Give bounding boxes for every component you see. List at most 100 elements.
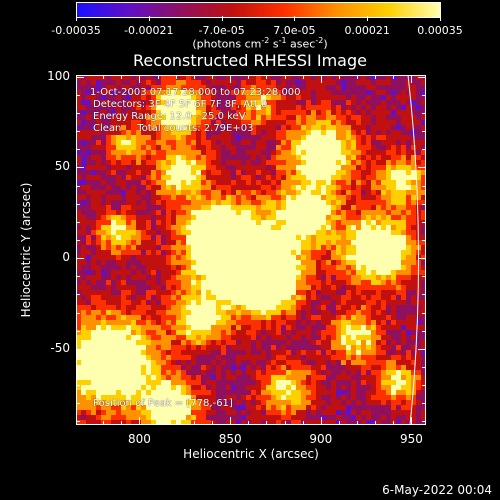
heatmap-cell: [126, 285, 132, 291]
heatmap-cell: [231, 390, 237, 396]
heatmap-cell: [196, 350, 202, 356]
heatmap-cell: [266, 155, 272, 161]
heatmap-cell: [411, 400, 417, 406]
heatmap-cell: [241, 145, 247, 151]
heatmap-cell: [126, 155, 132, 161]
heatmap-cell: [351, 360, 357, 366]
heatmap-cell: [131, 170, 137, 176]
heatmap-cell: [271, 95, 277, 101]
heatmap-cell: [311, 120, 317, 126]
heatmap-cell: [156, 90, 162, 96]
heatmap-cell: [221, 385, 227, 391]
heatmap-cell: [271, 180, 277, 186]
heatmap-cell: [306, 245, 312, 251]
heatmap-cell: [176, 315, 182, 321]
heatmap-cell: [276, 345, 282, 351]
heatmap-cell: [211, 290, 217, 296]
heatmap-cell: [276, 310, 282, 316]
heatmap-cell: [371, 130, 377, 136]
heatmap-cell: [86, 350, 92, 356]
heatmap-cell: [421, 215, 426, 221]
heatmap-cell: [416, 355, 422, 361]
heatmap-cell: [331, 330, 337, 336]
heatmap-cell: [411, 375, 417, 381]
heatmap-cell: [266, 400, 272, 406]
heatmap-cell: [391, 415, 397, 421]
heatmap-cell: [301, 190, 307, 196]
heatmap-cell: [351, 110, 357, 116]
heatmap-cell: [341, 280, 347, 286]
heatmap-cell: [86, 260, 92, 266]
heatmap-cell: [176, 360, 182, 366]
heatmap-cell: [171, 100, 177, 106]
heatmap-cell: [256, 310, 262, 316]
heatmap-cell: [401, 310, 407, 316]
heatmap-cell: [231, 300, 237, 306]
heatmap-cell: [91, 165, 97, 171]
heatmap-cell: [171, 195, 177, 201]
heatmap-cell: [171, 370, 177, 376]
heatmap-cell: [116, 105, 122, 111]
heatmap-cell: [396, 115, 402, 121]
heatmap-cell: [196, 405, 202, 411]
heatmap-cell: [166, 320, 172, 326]
heatmap-cell: [201, 365, 207, 371]
heatmap-cell: [386, 140, 392, 146]
heatmap-cell: [416, 185, 422, 191]
heatmap-cell: [376, 300, 382, 306]
heatmap-cell: [411, 190, 417, 196]
heatmap-cell: [101, 100, 107, 106]
heatmap-cell: [131, 420, 137, 425]
heatmap-cell: [171, 305, 177, 311]
heatmap-cell: [381, 400, 387, 406]
heatmap-cell: [326, 180, 332, 186]
heatmap-cell: [81, 410, 87, 416]
axis-tick: [76, 149, 80, 151]
heatmap-cell: [196, 190, 202, 196]
heatmap-cell: [191, 235, 197, 241]
heatmap-cell: [391, 185, 397, 191]
heatmap-cell: [386, 255, 392, 261]
heatmap-cell: [151, 285, 157, 291]
heatmap-cell: [86, 400, 92, 406]
heatmap-cell: [246, 275, 252, 281]
heatmap-cell: [96, 155, 102, 161]
heatmap-cell: [361, 330, 367, 336]
heatmap-cell: [396, 270, 402, 276]
heatmap-cell: [166, 350, 172, 356]
heatmap-cell: [121, 135, 127, 141]
heatmap-cell: [151, 265, 157, 271]
heatmap-cell: [226, 370, 232, 376]
heatmap-cell: [121, 380, 127, 386]
heatmap-cell: [286, 225, 292, 231]
axis-tick: [76, 203, 80, 205]
heatmap-cell: [386, 345, 392, 351]
heatmap-cell: [111, 295, 117, 301]
heatmap-cell: [356, 195, 362, 201]
heatmap-cell: [256, 355, 262, 361]
heatmap-cell: [291, 255, 297, 261]
heatmap-cell: [381, 230, 387, 236]
heatmap-cell: [281, 375, 287, 381]
heatmap-cell: [211, 365, 217, 371]
heatmap-cell: [236, 115, 242, 121]
heatmap-cell: [411, 340, 417, 346]
heatmap-cell: [251, 385, 257, 391]
heatmap-cell: [306, 165, 312, 171]
heatmap-cell: [221, 230, 227, 236]
heatmap-cell: [136, 305, 142, 311]
heatmap-cell: [96, 145, 102, 151]
heatmap-cell: [281, 380, 287, 386]
heatmap-cell: [421, 170, 426, 176]
heatmap-cell: [421, 225, 426, 231]
heatmap-cell: [101, 355, 107, 361]
heatmap-cell: [411, 100, 417, 106]
heatmap-cell: [401, 165, 407, 171]
heatmap-cell: [201, 330, 207, 336]
heatmap-cell: [351, 350, 357, 356]
heatmap-cell: [216, 345, 222, 351]
axis-tick: [212, 75, 213, 79]
heatmap-cell: [186, 95, 192, 101]
heatmap-cell: [376, 265, 382, 271]
heatmap-cell: [291, 215, 297, 221]
